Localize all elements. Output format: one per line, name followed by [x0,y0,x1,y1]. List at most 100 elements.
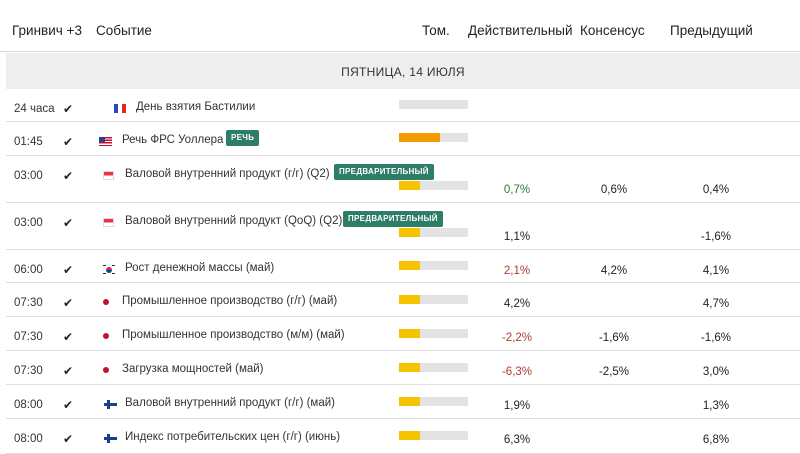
timezone-header[interactable]: Гринвич +3 [12,23,82,38]
checkmark-icon: ✔ [63,432,74,446]
actual-value: 1,1% [503,231,531,243]
event-column-header: Событие [96,23,152,38]
checkmark-icon: ✔ [63,364,74,378]
event-name[interactable]: Валовой внутренний продукт (QoQ) (Q2) [125,215,343,227]
event-name[interactable]: Валовой внутренний продукт (г/г) (Q2) [125,168,330,180]
previous-value: 6,8% [702,434,730,446]
day-separator: ПЯТНИЦА, 14 ИЮЛЯ [6,53,800,89]
table-row[interactable]: 06:00 ✔ Рост денежной массы (май) 2,1% 4,2% 4… [6,250,800,283]
event-name[interactable]: Рост денежной массы (май) [125,262,275,274]
table-row[interactable]: 08:00 ✔ Валовой внутренний продукт (г/г) (… [6,385,800,419]
event-time: 08:00 [14,433,43,445]
consensus-column-header: Консенсус [580,23,645,38]
consensus-value: -1,6% [598,332,630,344]
south-korea-flag-icon [103,265,115,274]
checkmark-icon: ✔ [63,263,74,277]
event-time: 07:30 [14,297,43,309]
event-time: 24 часа [14,103,55,115]
event-time: 03:00 [14,217,43,229]
event-name[interactable]: Загрузка мощностей (май) [122,363,264,375]
volatility-fill [399,181,420,190]
table-row[interactable]: 08:00 ✔ Индекс потребительских цен (г/г) (… [6,419,800,454]
checkmark-icon: ✔ [63,102,74,116]
previous-value: 0,4% [702,184,730,196]
table-row[interactable]: 07:30 ✔ Промышленное производство (м/м) (м… [6,317,800,351]
checkmark-icon: ✔ [63,169,74,183]
event-time: 01:45 [14,136,43,148]
table-row[interactable]: 03:00 ✔ Валовой внутренний продукт (QoQ) (… [6,203,800,250]
event-badge: РЕЧЬ [226,130,260,146]
actual-value: -2,2% [501,332,533,344]
volume-column-header: Том. [422,23,450,38]
volatility-fill [399,261,420,270]
event-name[interactable]: Промышленное производство (м/м) (май) [122,329,345,341]
volatility-bar [399,133,468,142]
checkmark-icon: ✔ [63,216,74,230]
volatility-fill [399,363,420,372]
actual-value: 4,2% [503,298,531,310]
event-name[interactable]: День взятия Бастилии [136,101,256,113]
finland-flag-icon [104,434,117,443]
previous-value: 3,0% [702,366,730,378]
singapore-flag-icon [103,171,114,180]
checkmark-icon: ✔ [63,330,74,344]
actual-value: -6,3% [501,366,533,378]
volatility-bar [399,363,468,372]
japan-flag-icon [103,299,109,305]
checkmark-icon: ✔ [63,135,74,149]
volatility-bar [399,228,468,237]
volatility-bar [399,181,468,190]
previous-column-header: Предыдущий [670,23,753,38]
previous-value: 4,7% [702,298,730,310]
table-row[interactable]: 07:30 ✔ Промышленное производство (г/г) (м… [6,283,800,317]
consensus-value: 0,6% [600,184,628,196]
previous-value: -1,6% [700,231,732,243]
consensus-value: 4,2% [600,265,628,277]
volatility-fill [399,228,420,237]
table-header: Гринвич +3 Событие Том. Действительный К… [0,0,800,52]
volatility-bar [399,295,468,304]
japan-flag-icon [103,333,109,339]
event-time: 06:00 [14,264,43,276]
event-name[interactable]: Валовой внутренний продукт (г/г) (май) [125,397,335,409]
checkmark-icon: ✔ [63,296,74,310]
previous-value: 1,3% [702,400,730,412]
volatility-bar [399,431,468,440]
volatility-fill [399,329,420,338]
volatility-bar [399,100,468,109]
volatility-bar [399,261,468,270]
table-row[interactable]: 03:00 ✔ Валовой внутренний продукт (г/г) (… [6,156,800,203]
previous-value: -1,6% [700,332,732,344]
event-time: 07:30 [14,331,43,343]
consensus-value: -2,5% [598,366,630,378]
usa-flag-icon [99,137,112,146]
volatility-bar [399,397,468,406]
table-row[interactable]: 01:45 ✔ Речь ФРС Уоллера РЕЧЬ [6,122,800,156]
event-time: 03:00 [14,170,43,182]
volatility-fill [399,295,420,304]
actual-value: 1,9% [503,400,531,412]
table-row[interactable]: 07:30 ✔ Загрузка мощностей (май) -6,3% -2,5%… [6,351,800,385]
volatility-bar [399,329,468,338]
event-badge: ПРЕДВАРИТЕЛЬНЫЙ [334,164,434,180]
actual-column-header: Действительный [468,23,573,38]
event-time: 07:30 [14,365,43,377]
japan-flag-icon [103,367,109,373]
finland-flag-icon [104,400,117,409]
actual-value: 0,7% [503,184,531,196]
table-row[interactable]: 24 часа ✔ День взятия Бастилии [6,89,800,122]
volatility-fill [399,397,420,406]
event-name[interactable]: Индекс потребительских цен (г/г) (июнь) [125,431,341,443]
france-flag-icon [114,104,126,113]
previous-value: 4,1% [702,265,730,277]
event-name[interactable]: Промышленное производство (г/г) (май) [122,295,338,307]
event-badge: ПРЕДВАРИТЕЛЬНЫЙ [343,211,443,227]
checkmark-icon: ✔ [63,398,74,412]
volatility-fill [399,431,420,440]
singapore-flag-icon [103,218,114,227]
volatility-fill [399,133,440,142]
actual-value: 6,3% [503,434,531,446]
actual-value: 2,1% [503,265,531,277]
event-time: 08:00 [14,399,43,411]
event-name[interactable]: Речь ФРС Уоллера [122,134,224,146]
